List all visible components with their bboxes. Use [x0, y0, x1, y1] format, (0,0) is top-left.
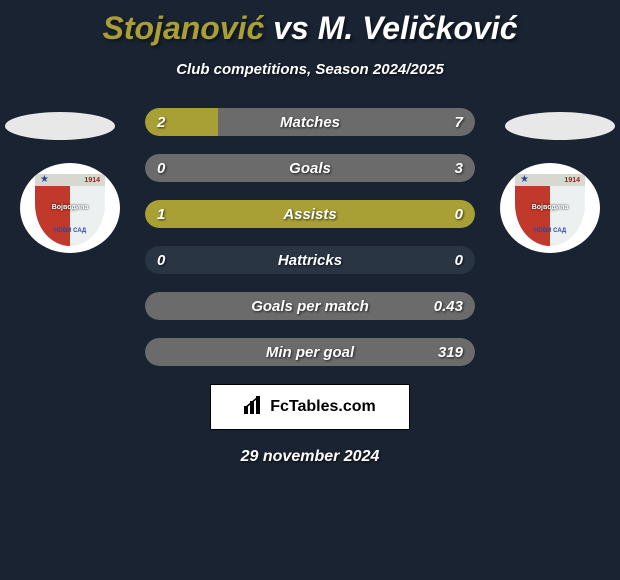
stat-row: Assists1 0: [145, 200, 475, 228]
shield-left-half: [515, 186, 550, 246]
stat-label: Goals per match: [145, 292, 475, 320]
p2-value: 0: [455, 246, 463, 274]
p1-value: 2: [157, 108, 165, 136]
subtitle: Club competitions, Season 2024/2025: [0, 61, 620, 78]
club-shield: ★ 1914 Војводина НОВИ САД: [35, 170, 105, 246]
stat-row: Goals per match0.43: [145, 292, 475, 320]
vs-separator: vs: [273, 10, 309, 46]
comparison-title: Stojanović vs M. Veličković: [0, 0, 620, 47]
club-name-bottom: НОВИ САД: [515, 228, 585, 234]
player2-club-badge: ★ 1914 Војводина НОВИ САД: [500, 163, 600, 253]
shield-body: Војводина НОВИ САД: [515, 186, 585, 246]
club-year: 1914: [84, 177, 100, 184]
p1-value: 0: [157, 246, 165, 274]
p2-value: 3: [455, 154, 463, 182]
stat-label: Assists: [145, 200, 475, 228]
stat-label: Matches: [145, 108, 475, 136]
p2-value: 0: [455, 200, 463, 228]
stats-bars: Matches27Goals03Assists10Hattricks00Goal…: [145, 108, 475, 366]
p1-value: 0: [157, 154, 165, 182]
main-area: ★ 1914 Војводина НОВИ САД ★ 1914 Војводи…: [0, 108, 620, 366]
date-label: 29 november 2024: [0, 448, 620, 466]
club-shield: ★ 1914 Војводина НОВИ САД: [515, 170, 585, 246]
shield-right-half: [550, 186, 585, 246]
player2-name: M. Veličković: [318, 10, 518, 46]
bars-icon: [244, 396, 264, 419]
stat-row: Matches2 7: [145, 108, 475, 136]
source-text: FcTables.com: [270, 398, 376, 416]
star-icon: ★: [520, 175, 529, 185]
player1-name: Stojanović: [103, 10, 265, 46]
club-name-top: Војводина: [35, 204, 105, 211]
club-name-top: Војводина: [515, 204, 585, 211]
player2-photo-placeholder: [505, 112, 615, 140]
star-icon: ★: [40, 175, 49, 185]
stat-label: Goals: [145, 154, 475, 182]
player1-photo-placeholder: [5, 112, 115, 140]
stat-label: Min per goal: [145, 338, 475, 366]
shield-header: ★ 1914: [515, 174, 585, 186]
shield-body: Војводина НОВИ САД: [35, 186, 105, 246]
player1-club-badge: ★ 1914 Војводина НОВИ САД: [20, 163, 120, 253]
club-year: 1914: [564, 177, 580, 184]
stat-row: Goals0 3: [145, 154, 475, 182]
stat-row: Min per goal319: [145, 338, 475, 366]
source-badge: FcTables.com: [210, 384, 410, 430]
p2-value: 0.43: [434, 292, 463, 320]
p1-value: 1: [157, 200, 165, 228]
shield-header: ★ 1914: [35, 174, 105, 186]
shield-left-half: [35, 186, 70, 246]
stat-row: Hattricks0 0: [145, 246, 475, 274]
shield-right-half: [70, 186, 105, 246]
stat-label: Hattricks: [145, 246, 475, 274]
p2-value: 7: [455, 108, 463, 136]
p2-value: 319: [438, 338, 463, 366]
club-name-bottom: НОВИ САД: [35, 228, 105, 234]
